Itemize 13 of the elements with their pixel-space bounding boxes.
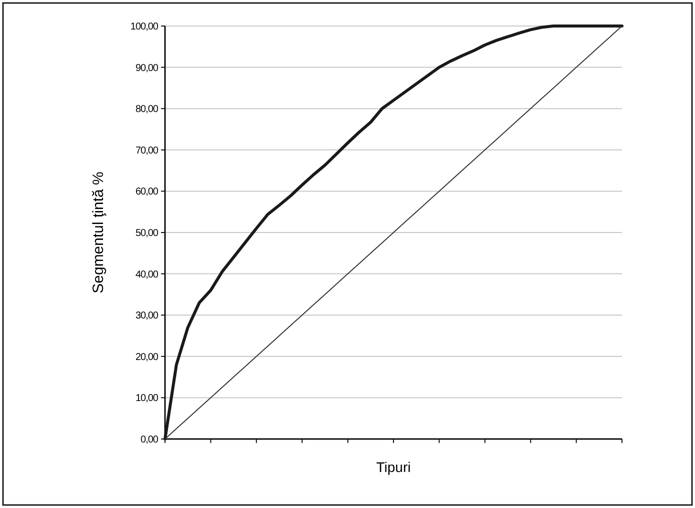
y-tick-label: 80,00	[135, 104, 159, 116]
y-tick-label: 90,00	[135, 62, 159, 74]
y-axis-title: Segmentul ţintă %	[90, 172, 107, 294]
y-tick-label: 30,00	[135, 310, 159, 322]
y-tick-label: 20,00	[135, 352, 159, 363]
y-tick-label: 70,00	[135, 145, 159, 156]
y-tick-label: 0,00	[140, 434, 159, 446]
y-tick-label: 60,00	[135, 186, 159, 198]
y-tick-label: 50,00	[135, 228, 159, 239]
y-tick-label: 100,00	[130, 22, 159, 32]
y-tick-label: 40,00	[135, 269, 159, 280]
x-axis-title: Tipuri	[376, 459, 411, 475]
y-tick-label: 10,00	[135, 393, 159, 404]
